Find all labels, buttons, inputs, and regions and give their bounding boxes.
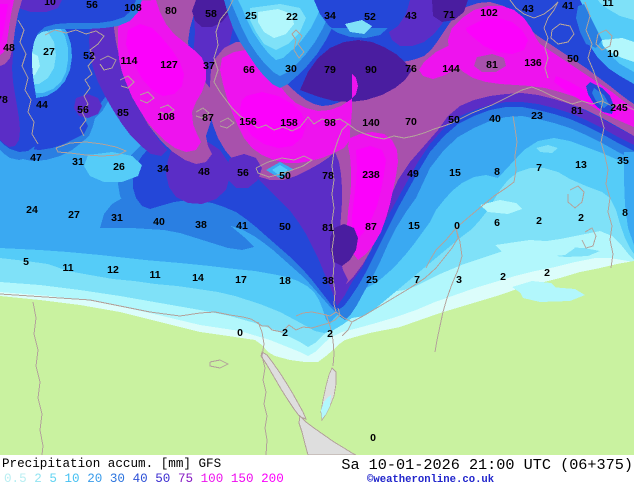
svg-text:81: 81 [571, 105, 583, 117]
svg-text:7: 7 [414, 274, 420, 286]
svg-text:23: 23 [531, 110, 543, 122]
svg-text:2: 2 [536, 215, 542, 227]
svg-text:50: 50 [279, 170, 291, 182]
svg-text:2: 2 [578, 212, 584, 224]
svg-text:48: 48 [198, 166, 210, 178]
svg-text:85: 85 [117, 107, 129, 119]
svg-text:108: 108 [124, 2, 142, 14]
svg-text:136: 136 [524, 57, 542, 69]
svg-text:10: 10 [44, 0, 56, 8]
svg-text:58: 58 [205, 8, 217, 20]
svg-text:50: 50 [448, 114, 460, 126]
svg-text:108: 108 [157, 111, 175, 123]
svg-text:56: 56 [77, 104, 89, 116]
svg-text:15: 15 [408, 220, 420, 232]
svg-text:78: 78 [322, 170, 334, 182]
svg-text:34: 34 [157, 163, 169, 175]
svg-text:0: 0 [237, 327, 243, 339]
svg-text:8: 8 [622, 207, 628, 219]
svg-text:10: 10 [607, 48, 619, 60]
svg-text:24: 24 [26, 204, 38, 216]
svg-text:38: 38 [322, 275, 334, 287]
svg-text:238: 238 [362, 169, 380, 181]
svg-text:30: 30 [285, 63, 297, 75]
svg-text:144: 144 [442, 63, 460, 75]
svg-text:34: 34 [324, 10, 336, 22]
svg-text:22: 22 [286, 11, 298, 23]
svg-text:0: 0 [454, 220, 460, 232]
svg-text:11: 11 [62, 262, 73, 274]
svg-text:25: 25 [366, 274, 378, 286]
svg-text:56: 56 [237, 167, 249, 179]
svg-text:41: 41 [562, 0, 574, 12]
svg-text:156: 156 [239, 116, 257, 128]
svg-text:76: 76 [405, 63, 417, 75]
svg-text:80: 80 [165, 5, 177, 17]
svg-text:2: 2 [282, 327, 288, 339]
svg-text:27: 27 [43, 46, 55, 58]
svg-text:8: 8 [494, 166, 500, 178]
svg-text:43: 43 [522, 3, 534, 15]
svg-text:81: 81 [322, 222, 334, 234]
svg-text:37: 37 [203, 60, 215, 72]
svg-text:40: 40 [153, 216, 165, 228]
svg-text:78: 78 [0, 94, 8, 106]
svg-text:17: 17 [235, 274, 247, 286]
svg-text:43: 43 [405, 10, 417, 22]
svg-text:49: 49 [407, 168, 419, 180]
svg-text:87: 87 [202, 112, 214, 124]
svg-text:0: 0 [370, 432, 376, 444]
svg-text:6: 6 [494, 217, 500, 229]
svg-text:81: 81 [486, 59, 498, 71]
svg-text:52: 52 [83, 50, 95, 62]
svg-text:41: 41 [236, 220, 248, 232]
svg-text:2: 2 [327, 328, 333, 340]
svg-text:3: 3 [456, 274, 462, 286]
svg-text:140: 140 [362, 117, 380, 129]
svg-text:44: 44 [36, 99, 48, 111]
svg-text:35: 35 [617, 155, 629, 167]
svg-text:50: 50 [567, 53, 579, 65]
svg-text:102: 102 [480, 7, 498, 19]
svg-text:98: 98 [324, 117, 336, 129]
svg-text:11: 11 [602, 0, 613, 9]
svg-text:15: 15 [449, 167, 461, 179]
svg-text:245: 245 [610, 102, 628, 114]
svg-text:2: 2 [544, 267, 550, 279]
svg-text:87: 87 [365, 221, 377, 233]
svg-text:38: 38 [195, 219, 207, 231]
svg-text:31: 31 [72, 156, 84, 168]
svg-text:18: 18 [279, 275, 291, 287]
svg-text:40: 40 [489, 113, 501, 125]
svg-text:31: 31 [111, 212, 123, 224]
svg-text:27: 27 [68, 209, 80, 221]
svg-text:26: 26 [113, 161, 125, 173]
svg-text:127: 127 [160, 59, 178, 71]
svg-text:90: 90 [365, 64, 377, 76]
svg-text:66: 66 [243, 64, 255, 76]
svg-text:13: 13 [575, 159, 587, 171]
svg-text:5: 5 [23, 256, 29, 268]
svg-text:52: 52 [364, 11, 376, 23]
svg-text:70: 70 [405, 116, 417, 128]
svg-text:48: 48 [3, 42, 15, 54]
svg-text:71: 71 [443, 9, 455, 21]
svg-text:114: 114 [121, 55, 138, 67]
svg-text:2: 2 [500, 271, 506, 283]
svg-text:50: 50 [279, 221, 291, 233]
svg-text:25: 25 [245, 10, 257, 22]
svg-text:11: 11 [149, 269, 160, 281]
svg-text:56: 56 [86, 0, 98, 11]
svg-text:47: 47 [30, 152, 42, 164]
svg-text:7: 7 [536, 162, 542, 174]
svg-text:14: 14 [192, 272, 204, 284]
svg-text:79: 79 [324, 64, 336, 76]
svg-text:158: 158 [280, 117, 298, 129]
svg-text:12: 12 [107, 264, 119, 276]
